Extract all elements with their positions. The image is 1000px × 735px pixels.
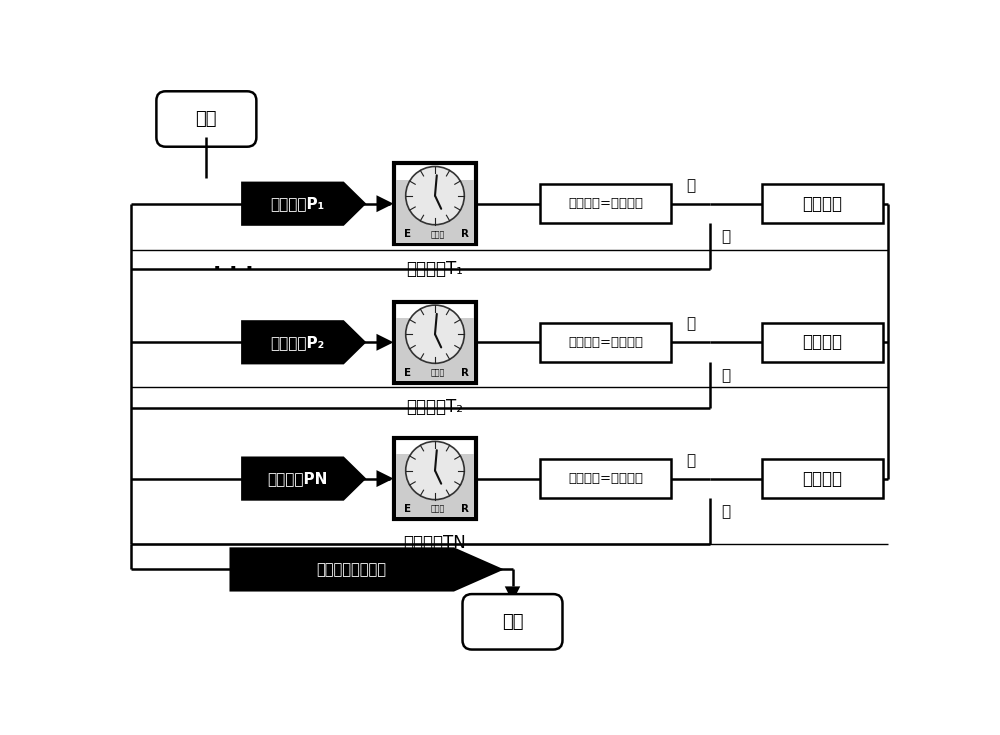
Bar [540,323,671,362]
Text: 否: 否 [721,229,730,244]
Text: 给定频率PN: 给定频率PN [267,471,327,486]
Text: · · ·: · · · [213,259,254,279]
Circle shape [406,442,464,500]
Text: 设定时间T₁: 设定时间T₁ [407,259,463,278]
Bar [394,302,476,383]
Polygon shape [243,459,363,498]
Text: R: R [461,504,469,514]
Bar [394,163,476,244]
Text: 结果正常: 结果正常 [802,333,842,351]
FancyBboxPatch shape [156,91,256,147]
Bar [540,184,671,223]
FancyBboxPatch shape [463,594,562,650]
Text: 结束: 结束 [502,613,523,631]
Bar [762,184,883,223]
Text: 是: 是 [686,453,695,467]
Text: 否: 否 [721,368,730,383]
Text: R: R [461,229,469,240]
Text: 设定时间T₂: 设定时间T₂ [406,398,464,416]
Bar [394,438,476,519]
Text: 输出喷嘴损坏指令: 输出喷嘴损坏指令 [317,562,387,577]
Text: 需求开度=实际开度: 需求开度=实际开度 [568,197,643,210]
Bar [762,459,883,498]
Text: 给定频率P₁: 给定频率P₁ [270,196,324,211]
Text: 需求开度=实际开度: 需求开度=实际开度 [568,472,643,485]
Bar [396,318,474,381]
Text: 计时器: 计时器 [430,368,445,378]
Bar [762,323,883,362]
Text: 结果正常: 结果正常 [802,470,842,487]
Text: E: E [404,504,411,514]
Polygon shape [376,334,394,351]
Text: E: E [404,229,411,240]
Text: 给定频率P₂: 给定频率P₂ [270,335,324,350]
Text: 是: 是 [686,178,695,193]
Bar [396,179,474,243]
Polygon shape [232,550,499,589]
Text: 是: 是 [686,317,695,331]
Text: 需求开度=实际开度: 需求开度=实际开度 [568,336,643,349]
Bar [396,454,474,517]
Text: 计时器: 计时器 [430,505,445,514]
Circle shape [406,305,464,363]
Polygon shape [376,470,394,487]
Text: R: R [461,368,469,378]
Text: 开始: 开始 [196,110,217,128]
Text: 否: 否 [721,504,730,519]
Text: 结果正常: 结果正常 [802,195,842,212]
Text: E: E [404,368,411,378]
Polygon shape [243,322,363,362]
Polygon shape [243,184,363,223]
Polygon shape [505,587,520,602]
Polygon shape [376,196,394,212]
Text: 计时器: 计时器 [430,230,445,239]
Text: 设定时间TN: 设定时间TN [404,534,466,553]
Bar [540,459,671,498]
Circle shape [406,167,464,225]
